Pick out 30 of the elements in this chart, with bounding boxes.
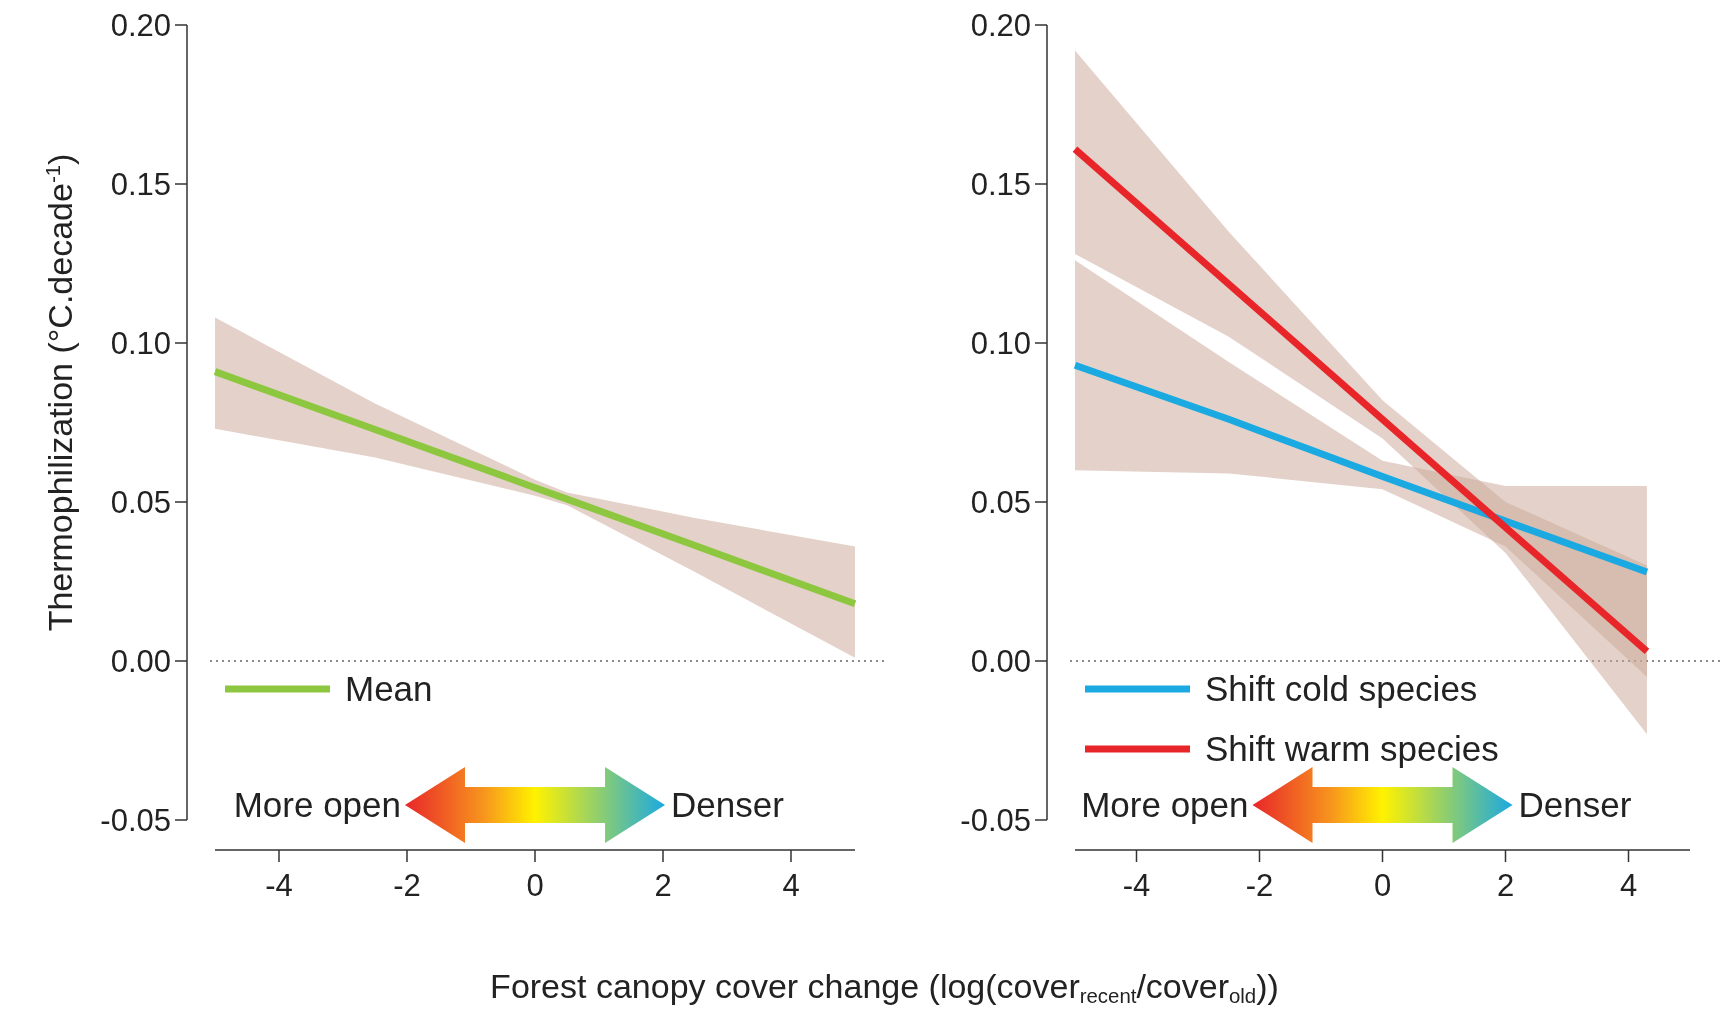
y-tick-label: 0.00 [970, 643, 1031, 679]
x-tick-label: -2 [1245, 868, 1274, 903]
legend-label: Mean [345, 669, 433, 709]
annotation: Denser [671, 785, 785, 825]
legend-label: Shift warm species [1205, 729, 1499, 769]
x-tick-label: 4 [782, 868, 800, 903]
annotation: Denser [1518, 785, 1632, 825]
x-tick-label: -4 [1122, 868, 1151, 903]
y-tick-label: 0.05 [110, 484, 171, 520]
y-tick-label: 0.15 [970, 166, 1031, 202]
y-tick-label: 0.10 [110, 325, 171, 361]
y-tick-label: 0.20 [970, 7, 1031, 43]
y-tick-label: -0.05 [960, 802, 1031, 838]
x-tick-label: -4 [265, 868, 293, 903]
y-tick-label: 0.10 [970, 325, 1031, 361]
x-axis-title: Forest canopy cover change (log(cover$_{recent}$/cover$_{old}$)) [490, 967, 1279, 1007]
y-tick-label: 0.20 [110, 7, 171, 43]
x-tick-label: -2 [393, 868, 421, 903]
y-tick-label: 0.00 [110, 643, 171, 679]
annotation: More open [1081, 785, 1249, 825]
x-tick-label: 2 [654, 868, 672, 903]
y-tick-label: 0.05 [970, 484, 1031, 520]
y-tick-label: -0.05 [100, 802, 171, 838]
x-tick-label: 2 [1496, 868, 1515, 903]
y-tick-label: 0.15 [110, 166, 171, 202]
x-tick-label: 0 [1373, 868, 1392, 903]
annotation: More open [233, 785, 401, 825]
legend-label: Shift cold species [1205, 669, 1478, 709]
x-tick-label: 4 [1619, 868, 1638, 903]
x-tick-label: 0 [526, 868, 544, 903]
